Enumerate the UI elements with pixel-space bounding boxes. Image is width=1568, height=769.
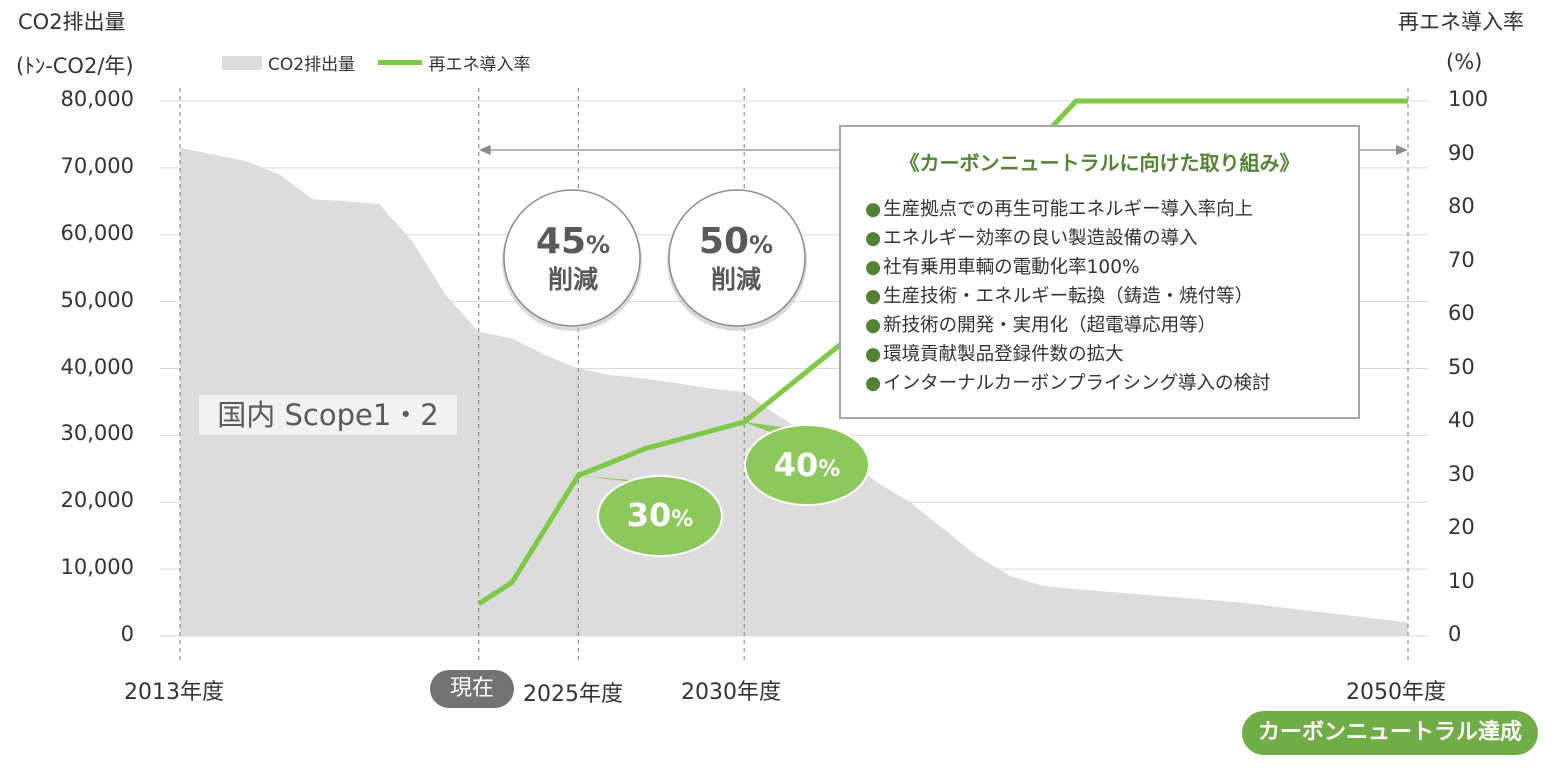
x-label-2025: 2025年度: [523, 682, 623, 707]
right-axis-tick: 10: [1448, 568, 1475, 593]
right-axis-tick: 50: [1448, 354, 1475, 379]
initiative-bullet-icon: ●: [865, 228, 882, 249]
current-marker: 現在: [430, 670, 514, 708]
left-axis-title: CO2排出量: [18, 10, 126, 34]
initiative-bullet-icon: ●: [865, 315, 882, 336]
right-axis-tick: 100: [1448, 87, 1489, 111]
legend: CO2排出量 再エネ導入率: [222, 50, 530, 75]
right-axis-tick: 90: [1448, 140, 1475, 165]
x-label-2050: 2050年度: [1346, 680, 1446, 705]
initiative-item: ● インターナルカーボンプライシング導入の検討: [865, 369, 1271, 398]
reduction-2025-pct: 45: [535, 221, 587, 262]
arrow-head-right: [1396, 145, 1408, 155]
reduction-2030: 50% 削減: [673, 222, 799, 295]
initiative-bullet-icon: ●: [865, 344, 882, 365]
legend-swatch-renewable: [378, 60, 423, 65]
initiative-item: ● 生産技術・エネルギー転換（鋳造・焼付等）: [865, 282, 1271, 311]
rate-2030-value: 40: [773, 446, 819, 484]
right-axis-tick: 80: [1448, 194, 1475, 218]
reduction-2025-word: 削減: [547, 265, 598, 294]
x-label-2030: 2030年度: [681, 680, 781, 705]
right-axis-unit: (%): [1446, 50, 1483, 74]
initiative-text: エネルギー効率の良い製造設備の導入: [883, 228, 1198, 249]
right-axis-tick: 60: [1448, 301, 1475, 325]
reduction-2030-pct: 50: [698, 221, 750, 262]
initiative-item: ● 社有乗用車輌の電動化率100%: [865, 253, 1271, 282]
initiative-text: 環境貢献製品登録件数の拡大: [883, 344, 1124, 365]
reduction-2025: 45% 削減: [510, 222, 636, 295]
left-axis-tick: 80,000: [60, 87, 134, 111]
reduction-circle: [668, 189, 806, 327]
reduction-circle: [503, 189, 641, 327]
initiative-bullet-icon: ●: [865, 286, 882, 307]
reduction-2025-unit: %: [586, 231, 611, 259]
rate-2030-unit: %: [818, 457, 841, 482]
initiatives-title: 《カーボンニュートラルに向けた取り組み》: [899, 151, 1300, 175]
left-axis-tick: 0: [120, 622, 134, 646]
initiative-item: ● 生産拠点での再生可能エネルギー導入率向上: [865, 195, 1271, 224]
initiative-text: 生産技術・エネルギー転換（鋳造・焼付等）: [883, 286, 1254, 307]
right-axis-tick: 40: [1448, 408, 1475, 432]
legend-label-renewable: 再エネ導入率: [428, 55, 531, 75]
rate-callout-2025: 30%: [600, 496, 720, 534]
rate-callout-2030-bubble: [744, 424, 870, 506]
left-axis-tick: 60,000: [60, 220, 134, 245]
left-axis-unit: (ﾄﾝ-CO2/年): [16, 54, 134, 78]
co2-area: [180, 147, 1408, 637]
scope-label: 国内 Scope1・2: [199, 395, 457, 435]
rate-callout-2025-bubble: [597, 475, 723, 557]
initiatives-list: ● 生産拠点での再生可能エネルギー導入率向上 ● エネルギー効率の良い製造設備の導入 ●…: [865, 195, 1271, 398]
rate-2025-value: 30: [626, 496, 672, 534]
reduction-2030-word: 削減: [710, 265, 761, 294]
x-label-2013: 2013年度: [124, 680, 224, 705]
right-axis-tick: 20: [1448, 515, 1475, 539]
rate-2025-unit: %: [671, 507, 694, 532]
right-axis-tick: 70: [1448, 247, 1475, 272]
initiative-item: ● エネルギー効率の良い製造設備の導入: [865, 224, 1271, 253]
left-axis-tick: 50,000: [60, 287, 134, 312]
legend-swatch-co2: [222, 55, 262, 70]
rate-callout-2030: 40%: [746, 446, 868, 484]
initiative-bullet-icon: ●: [865, 199, 882, 220]
carbon-neutral-badge: カーボンニュートラル達成: [1242, 711, 1538, 755]
right-axis-title: 再エネ導入率: [1398, 10, 1524, 34]
left-axis-tick: 20,000: [60, 488, 134, 513]
initiative-text: インターナルカーボンプライシング導入の検討: [883, 373, 1271, 394]
initiative-text: 社有乗用車輌の電動化率100%: [883, 257, 1140, 278]
initiative-bullet-icon: ●: [865, 373, 882, 394]
left-axis-tick: 70,000: [60, 153, 134, 178]
initiatives-box: 《カーボンニュートラルに向けた取り組み》 ● 生産拠点での再生可能エネルギー導入率…: [839, 125, 1360, 419]
arrow-head-left: [478, 145, 491, 155]
left-axis-tick: 10,000: [60, 555, 134, 580]
right-axis-tick: 0: [1448, 622, 1462, 646]
initiative-text: 新技術の開発・実用化（超電導応用等）: [883, 315, 1217, 336]
left-axis-tick: 40,000: [60, 354, 134, 379]
initiative-bullet-icon: ●: [865, 257, 882, 278]
left-axis-tick: 30,000: [60, 421, 134, 446]
initiative-item: ● 環境貢献製品登録件数の拡大: [865, 340, 1271, 369]
legend-label-co2: CO2排出量: [268, 55, 356, 75]
initiative-item: ● 新技術の開発・実用化（超電導応用等）: [865, 311, 1271, 340]
initiative-text: 生産拠点での再生可能エネルギー導入率向上: [883, 199, 1254, 220]
reduction-2030-unit: %: [749, 231, 774, 259]
right-axis-tick: 30: [1448, 461, 1475, 486]
